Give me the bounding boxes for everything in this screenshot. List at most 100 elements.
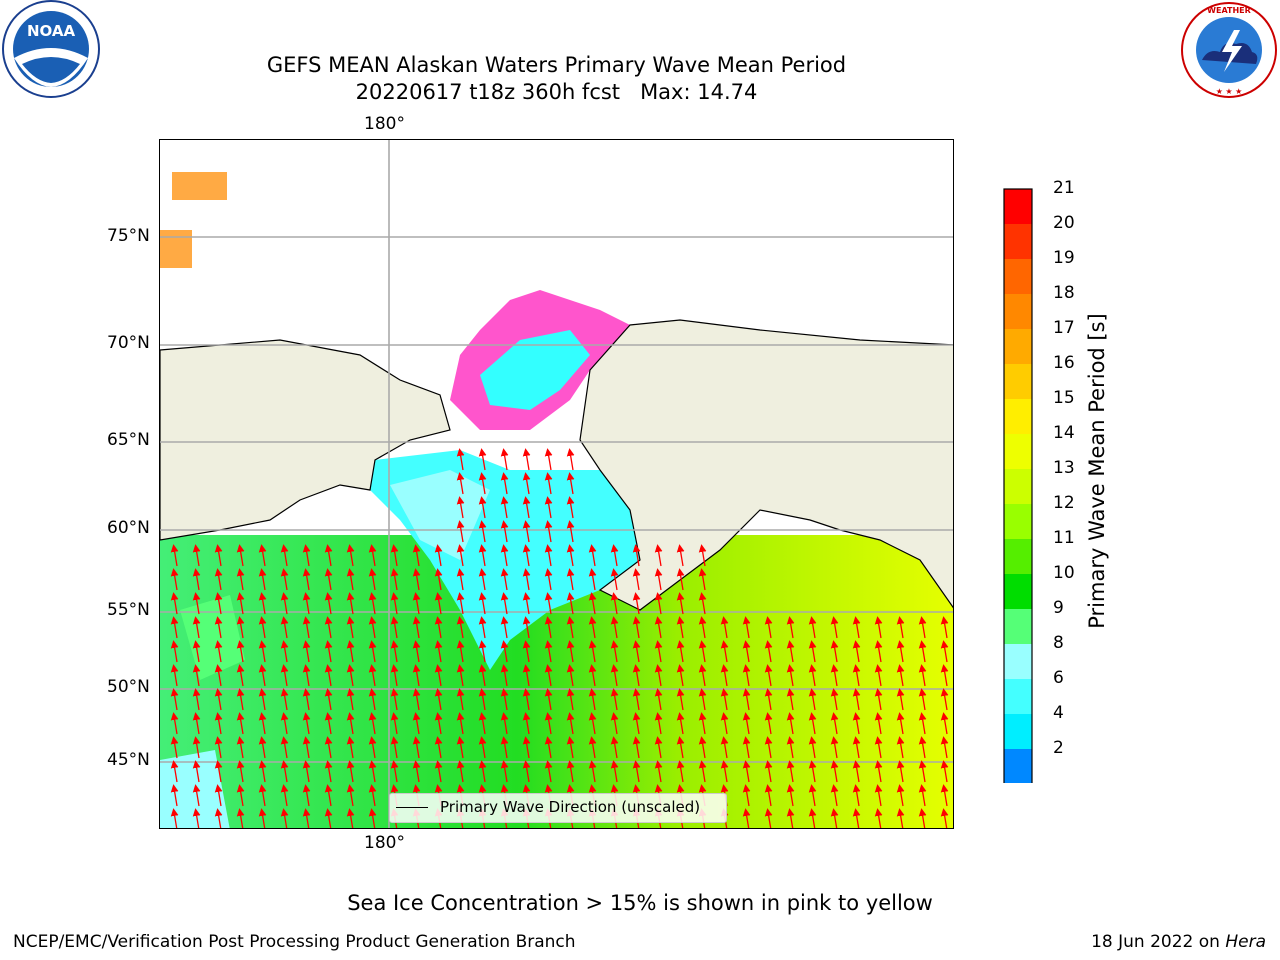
colorbar-segment	[1004, 609, 1032, 644]
wave-arrow	[412, 568, 421, 591]
wave-arrow	[434, 760, 443, 783]
wave-arrow	[632, 544, 641, 567]
wave-arrow	[544, 592, 553, 615]
wave-arrow	[764, 616, 773, 639]
wave-arrow	[544, 688, 553, 711]
wave-arrow	[214, 808, 223, 828]
wave-arrow	[368, 592, 377, 615]
wave-arrow	[566, 640, 575, 663]
wave-direction-arrows	[170, 448, 949, 828]
colorbar-tick-label: 10	[1053, 563, 1075, 583]
wave-arrow	[390, 760, 399, 783]
wave-arrow	[522, 472, 531, 495]
wave-arrow	[588, 736, 597, 759]
colorbar	[1003, 188, 1035, 814]
wave-arrow	[390, 592, 399, 615]
wave-arrow	[852, 712, 861, 735]
wave-arrow	[588, 616, 597, 639]
wave-arrow	[764, 784, 773, 807]
wave-arrow	[566, 736, 575, 759]
wave-arrow	[698, 688, 707, 711]
lat-label-60: 60°N	[107, 518, 150, 538]
wave-arrow	[500, 472, 509, 495]
wave-arrow	[346, 640, 355, 663]
wave-arrow	[610, 568, 619, 591]
wave-arrow	[896, 664, 905, 687]
wave-arrow	[830, 616, 839, 639]
wave-arrow	[478, 664, 487, 687]
wave-arrow	[214, 664, 223, 687]
land-siberia	[160, 339, 451, 541]
noaa-logo: NOAA	[0, 0, 102, 102]
wave-arrow	[258, 808, 267, 828]
wave-arrow	[676, 664, 685, 687]
wave-arrow	[698, 592, 707, 615]
wave-arrow	[654, 736, 663, 759]
wave-arrow	[764, 736, 773, 759]
wave-arrow	[522, 520, 531, 543]
wave-arrow	[830, 736, 839, 759]
wave-arrow	[170, 568, 179, 591]
colorbar-segment	[1004, 259, 1032, 294]
wave-arrow	[192, 784, 201, 807]
wave-arrow	[346, 688, 355, 711]
wave-arrow	[456, 616, 465, 639]
wave-arrow	[280, 664, 289, 687]
colorbar-segment	[1004, 539, 1032, 574]
wave-arrow	[478, 448, 487, 471]
wave-arrow	[258, 568, 267, 591]
wave-arrow	[544, 736, 553, 759]
wave-arrow	[632, 736, 641, 759]
wave-arrow	[566, 592, 575, 615]
wave-arrow	[610, 760, 619, 783]
wave-arrow	[874, 664, 883, 687]
wave-arrow	[698, 544, 707, 567]
footer-date-text: 18 Jun 2022 on	[1091, 932, 1226, 952]
wave-arrow	[346, 784, 355, 807]
wave-arrow	[566, 496, 575, 519]
wave-arrow	[940, 712, 949, 735]
wave-arrow	[742, 664, 751, 687]
wave-arrow	[324, 784, 333, 807]
wave-arrow	[170, 544, 179, 567]
map-gridlines	[160, 140, 953, 828]
wave-arrow	[368, 640, 377, 663]
wave-arrow	[676, 592, 685, 615]
wave-arrow	[852, 784, 861, 807]
wave-arrow	[412, 736, 421, 759]
colorbar-segment	[1004, 329, 1032, 364]
wave-arrow	[852, 688, 861, 711]
wave-arrow	[324, 616, 333, 639]
wave-arrow	[302, 616, 311, 639]
colorbar-tick-label: 6	[1053, 668, 1064, 688]
svg-text:NOAA: NOAA	[27, 22, 76, 40]
wave-arrow	[786, 808, 795, 828]
wave-arrow	[236, 784, 245, 807]
wave-arrow	[412, 640, 421, 663]
wave-arrow	[808, 616, 817, 639]
wave-arrow	[192, 616, 201, 639]
wave-arrow	[522, 616, 531, 639]
wave-arrow	[874, 736, 883, 759]
wave-arrow	[346, 616, 355, 639]
lon-label-bottom: 180°	[364, 833, 405, 853]
wave-arrow	[654, 712, 663, 735]
wave-arrow	[874, 784, 883, 807]
wave-arrow	[896, 640, 905, 663]
wave-arrow	[500, 616, 509, 639]
wave-arrow	[390, 688, 399, 711]
wave-arrow	[632, 664, 641, 687]
wave-arrow	[324, 640, 333, 663]
wave-arrow	[302, 712, 311, 735]
wave-arrow	[786, 784, 795, 807]
wave-arrow	[214, 568, 223, 591]
colorbar-tick-label: 11	[1053, 528, 1075, 548]
wave-arrow	[500, 760, 509, 783]
wave-arrow	[808, 784, 817, 807]
wave-arrow	[544, 760, 553, 783]
wave-arrow	[764, 640, 773, 663]
wave-arrow	[918, 808, 927, 828]
colorbar-tick-label: 13	[1053, 458, 1075, 478]
wave-arrow	[500, 664, 509, 687]
wave-arrow	[368, 784, 377, 807]
